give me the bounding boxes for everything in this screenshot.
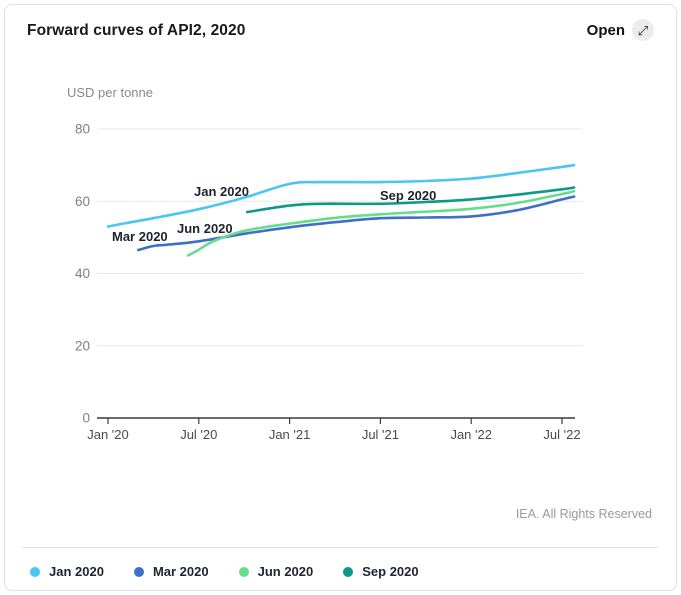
series-label-mar-2020: Mar 2020: [112, 229, 168, 244]
legend-item-jan-2020[interactable]: Jan 2020: [30, 564, 104, 579]
legend-dot-sep-2020: [343, 566, 354, 577]
y-tick-label-60: 60: [75, 194, 90, 209]
series-line-sep-2020[interactable]: [245, 186, 576, 214]
legend-item-jun-2020[interactable]: Jun 2020: [238, 564, 314, 579]
legend-dot-jan-2020: [30, 566, 40, 577]
legend-label-jun-2020: Jun 2020: [257, 564, 314, 579]
x-tick-label-3: Jul '21: [362, 427, 399, 442]
series-label-jan-2020: Jan 2020: [194, 184, 249, 199]
legend-divider: [22, 547, 659, 548]
x-tick-label-1: Jul '20: [180, 427, 217, 442]
series-line-jun-2020[interactable]: [186, 189, 576, 257]
x-tick-label-4: Jan '22: [450, 427, 492, 442]
open-button-label: Open: [586, 21, 625, 39]
expand-arrow-icon[interactable]: ⤢: [632, 19, 654, 41]
chart-legend: Jan 2020 Mar 2020 Jun 2020 Sep 2020: [30, 564, 419, 579]
series-label-jun-2020: Jun 2020: [177, 221, 233, 236]
x-tick-label-0: Jan '20: [87, 427, 129, 442]
y-tick-label-20: 20: [75, 338, 90, 353]
series-line-mar-2020[interactable]: [136, 195, 576, 252]
attribution-text: IEA. All Rights Reserved: [515, 507, 652, 521]
legend-dot-jun-2020: [238, 566, 249, 577]
series-label-sep-2020: Sep 2020: [380, 188, 436, 203]
legend-label-sep-2020: Sep 2020: [362, 564, 419, 579]
series-line-jan-2020[interactable]: [106, 163, 576, 228]
x-tick-label-5: Jul '22: [543, 427, 580, 442]
y-axis-unit-label: USD per tonne: [67, 85, 153, 100]
x-tick-label-2: Jan '21: [269, 427, 311, 442]
legend-dot-mar-2020: [133, 566, 144, 577]
y-tick-label-80: 80: [75, 122, 90, 137]
y-tick-label-0: 0: [82, 411, 90, 426]
y-tick-label-40: 40: [75, 266, 90, 281]
legend-item-mar-2020[interactable]: Mar 2020: [133, 564, 209, 579]
forward-curves-line-chart: USD per tonne 0 20 40 60 80 Jan '20 Jul '20 Jan …: [67, 85, 583, 442]
legend-label-mar-2020: Mar 2020: [152, 564, 209, 579]
open-button[interactable]: Open ⤢: [587, 19, 654, 41]
chart-card: Forward curves of API2, 2020 Open ⤢ USD …: [4, 4, 677, 591]
legend-label-jan-2020: Jan 2020: [49, 564, 104, 579]
chart-title: Forward curves of API2, 2020: [27, 22, 246, 39]
legend-item-sep-2020[interactable]: Sep 2020: [343, 564, 419, 579]
